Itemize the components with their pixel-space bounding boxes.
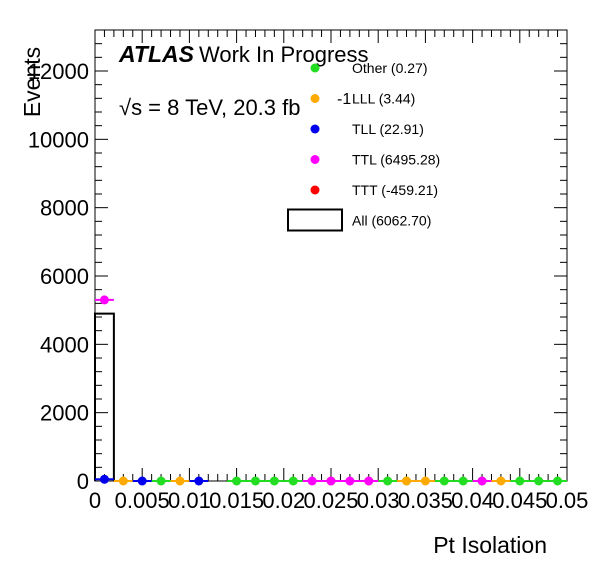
all-histogram-bar	[94, 312, 115, 481]
y-tick-label: 0	[77, 469, 89, 494]
legend-marker	[310, 185, 320, 195]
energy-label: √s = 8 TeV, 20.3 fb	[119, 95, 301, 120]
data-point	[553, 476, 563, 486]
x-tick-label: 0.02	[262, 488, 305, 513]
legend-entry: Other (0.27)	[352, 60, 427, 76]
x-tick-label: 0.03	[357, 488, 400, 513]
axis-ticks	[94, 30, 568, 482]
legend-marker	[310, 124, 320, 134]
data-point	[194, 476, 204, 486]
y-tick-label: 2000	[40, 401, 89, 426]
data-point	[137, 476, 147, 486]
y-axis-label: Events	[19, 47, 45, 117]
x-tick-label: 0.035	[398, 488, 453, 513]
data-points	[95, 295, 567, 486]
data-point	[534, 476, 544, 486]
legend-entry: TTT (-459.21)	[352, 182, 438, 198]
x-tick-labels: 0 0.0050.010.0150.020.0250.030.0350.040.0…	[89, 488, 589, 513]
data-point	[477, 476, 487, 486]
legend: Other (0.27) LLL (3.44) TLL (22.91) TTL (64…	[287, 60, 440, 232]
x-tick-label: 0.01	[168, 488, 211, 513]
y-tick-label: 4000	[40, 332, 89, 357]
data-point	[307, 476, 317, 486]
x-tick-label: 0.04	[451, 488, 494, 513]
data-point	[232, 476, 242, 486]
x-tick-label: 0.045	[492, 488, 547, 513]
legend-marker	[310, 63, 320, 73]
y-tick-label: 10000	[28, 127, 89, 152]
x-tick-label: 0.025	[303, 488, 358, 513]
data-point	[345, 476, 355, 486]
data-point	[515, 476, 525, 486]
legend-entry: TLL (22.91)	[352, 121, 424, 137]
data-point	[496, 476, 506, 486]
data-point	[250, 476, 260, 486]
data-point	[175, 476, 185, 486]
all-histogram	[94, 312, 115, 481]
data-point	[402, 476, 412, 486]
y-tick-label: 6000	[40, 264, 89, 289]
x-tick-label: 0.05	[546, 488, 589, 513]
data-point	[420, 476, 430, 486]
data-point	[118, 476, 128, 486]
y-tick-labels: 0 2000 4000 6000 8000 10000 12000	[28, 59, 89, 494]
x-tick-label: 0	[89, 488, 101, 513]
legend-entry-all: All (6062.70)	[352, 213, 431, 229]
legend-entry: LLL (3.44)	[352, 91, 415, 107]
data-point	[99, 474, 109, 484]
energy-superscript: -1	[337, 91, 351, 108]
data-point	[458, 476, 468, 486]
legend-entry: TTL (6495.28)	[352, 152, 440, 168]
data-point	[99, 295, 109, 305]
x-tick-label: 0.015	[209, 488, 264, 513]
data-point	[156, 476, 166, 486]
data-point	[383, 476, 393, 486]
data-point	[288, 476, 298, 486]
x-axis-label: Pt Isolation	[433, 532, 547, 558]
atlas-sublabel: Work In Progress	[199, 42, 369, 67]
legend-box-all	[287, 208, 343, 232]
y-tick-label: 8000	[40, 196, 89, 221]
data-point	[326, 476, 336, 486]
data-point	[439, 476, 449, 486]
data-point	[364, 476, 374, 486]
data-point	[269, 476, 279, 486]
y-tick-label: 12000	[28, 59, 89, 84]
x-tick-label: 0.005	[115, 488, 170, 513]
legend-marker	[310, 155, 320, 164]
legend-marker	[310, 94, 320, 103]
atlas-label: ATLAS	[118, 41, 195, 67]
